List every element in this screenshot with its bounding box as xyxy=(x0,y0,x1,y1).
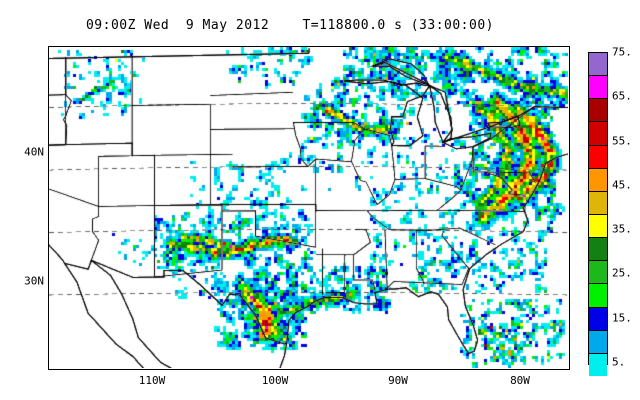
colorbar-band-10 xyxy=(589,353,607,376)
plot-title: 09:00Z Wed 9 May 2012 T=118800.0 s (33:0… xyxy=(85,18,494,33)
colorbar-band-65 xyxy=(589,99,607,123)
colorbar xyxy=(588,52,608,376)
colorbar-band-60 xyxy=(589,122,607,146)
colorbar-band-70 xyxy=(589,76,607,100)
x-tick-label-0: 110W xyxy=(138,374,166,387)
colorbar-tick-35: 35. xyxy=(612,222,632,236)
colorbar-band-75 xyxy=(589,53,607,77)
x-tick-label-3: 80W xyxy=(510,374,530,387)
colorbar-band-40 xyxy=(589,214,607,239)
colorbar-band-20 xyxy=(589,307,607,331)
colorbar-band-25 xyxy=(589,284,607,308)
colorbar-band-50 xyxy=(589,168,607,192)
colorbar-band-15 xyxy=(589,330,607,354)
y-tick-label-0: 40N xyxy=(24,145,44,159)
colorbar-tick-5: 5. xyxy=(612,355,626,369)
x-tick-label-2: 90W xyxy=(388,374,408,387)
colorbar-tick-65: 65. xyxy=(612,89,632,103)
colorbar-band-30 xyxy=(589,261,607,285)
colorbar-tick-25: 25. xyxy=(612,266,632,280)
radar-reflectivity-canvas xyxy=(49,47,568,368)
colorbar-band-35 xyxy=(589,238,607,262)
y-tick-label-1: 30N xyxy=(24,274,44,288)
colorbar-tick-45: 45. xyxy=(612,178,632,192)
colorbar-tick-15: 15. xyxy=(612,311,632,325)
x-tick-label-1: 100W xyxy=(261,374,289,387)
colorbar-tick-55: 55. xyxy=(612,134,632,148)
map-panel xyxy=(48,46,570,370)
colorbar-tick-75: 75. xyxy=(612,45,632,59)
colorbar-band-55 xyxy=(589,145,607,169)
colorbar-band-45 xyxy=(589,191,607,215)
